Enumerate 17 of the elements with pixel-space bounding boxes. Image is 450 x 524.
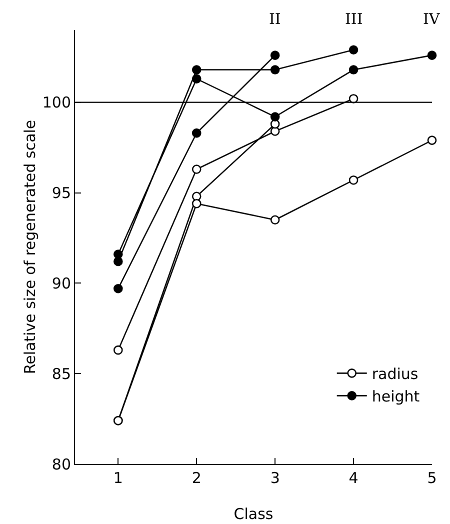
x-tick-label: 2 — [192, 469, 202, 487]
legend-label: height — [372, 388, 420, 406]
x-tick-label: 5 — [427, 469, 437, 487]
y-tick-label: 90 — [52, 274, 71, 292]
x-axis-title: Class — [234, 505, 274, 523]
legend-label: radius — [372, 365, 418, 384]
text: II — [269, 10, 281, 28]
y-tick-label: 100 — [42, 94, 71, 112]
y-axis-title: Relative size of regenerated scale — [21, 120, 39, 374]
x-tick-label: 1 — [113, 469, 123, 487]
text: III — [345, 10, 363, 28]
x-tick-label: 3 — [270, 469, 280, 487]
y-tick-label: 85 — [52, 364, 71, 383]
x-tick-label: 4 — [348, 469, 358, 487]
y-tick-label: 95 — [52, 184, 71, 202]
y-tick-label: 80 — [52, 455, 71, 474]
text: IV — [423, 10, 441, 28]
